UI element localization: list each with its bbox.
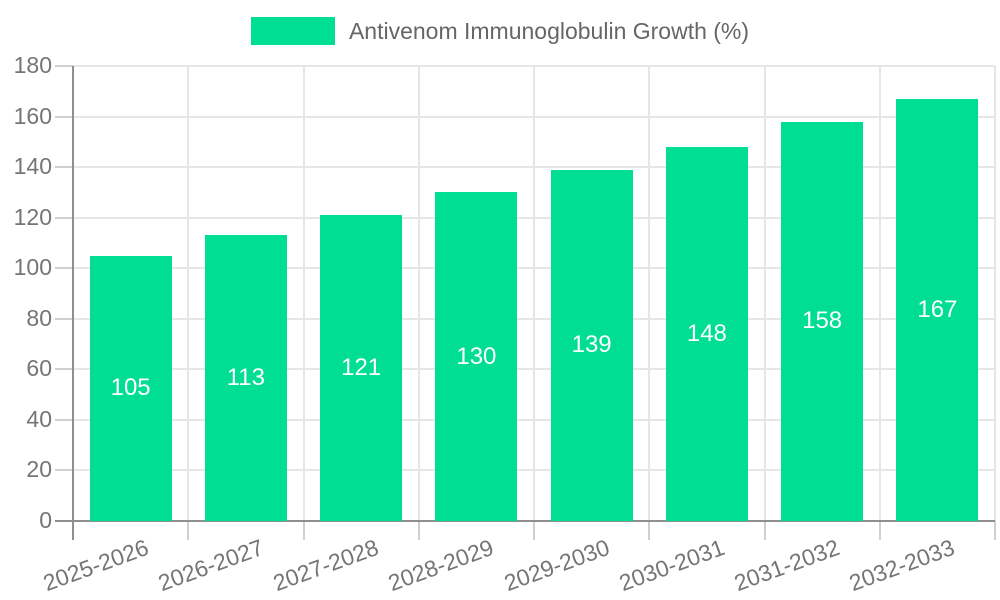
x-gridline [879,66,881,521]
x-axis-tick [187,521,189,540]
y-axis-tick [55,65,73,67]
x-gridline [418,66,420,521]
bar-value-label: 113 [226,364,265,392]
legend-swatch [250,17,335,45]
x-axis-label: 2026-2027 [154,534,267,597]
y-axis-label: 80 [26,304,52,331]
bar-2031-2032[interactable] [781,121,864,521]
x-axis-tick [533,521,535,540]
y-axis-tick [55,267,73,269]
y-axis-label: 60 [26,354,52,381]
x-gridline [533,66,535,521]
x-axis-label: 2030-2031 [615,534,728,597]
x-gridline [187,66,189,521]
x-gridline [994,66,996,521]
x-gridline [303,66,305,521]
y-axis-tick [55,469,73,471]
y-axis-label: 20 [26,455,52,482]
y-axis-label: 120 [13,203,52,230]
y-axis-label: 40 [26,405,52,432]
x-axis-label: 2028-2029 [385,534,498,597]
x-axis-tick [303,521,305,540]
y-axis-label: 140 [13,152,52,179]
x-axis-tick [994,521,996,540]
legend-label: Antivenom Immunoglobulin Growth (%) [348,17,750,44]
x-axis-label: 2025-2026 [39,534,152,597]
bar-2025-2026[interactable] [89,255,172,521]
y-axis-line [72,66,74,521]
bar-2027-2028[interactable] [320,215,403,521]
x-axis-tick [764,521,766,540]
x-axis-tick [72,521,74,540]
y-axis-label: 180 [13,51,52,78]
x-gridline [764,66,766,521]
y-axis-label: 0 [39,506,52,533]
y-axis-tick [55,116,73,118]
x-axis-label: 2031-2032 [730,534,844,597]
bar-value-label: 148 [686,319,727,347]
x-axis-tick [879,521,881,540]
y-axis-label: 160 [13,102,52,129]
bar-value-label: 139 [571,331,612,359]
bar-value-label: 158 [802,307,843,335]
x-gridline [648,66,650,521]
y-axis-tick [55,318,73,320]
bar-value-label: 130 [456,342,497,370]
x-axis-tick [418,521,420,540]
bar-2028-2029[interactable] [435,192,518,521]
y-axis-tick [55,217,73,219]
bar-2032-2033[interactable] [896,98,979,521]
legend[interactable]: Antivenom Immunoglobulin Growth (%) [0,17,1000,45]
bar-2029-2030[interactable] [550,169,633,521]
y-axis-tick [55,419,73,421]
bar-value-label: 121 [341,354,382,382]
x-axis-tick [648,521,650,540]
bar-2030-2031[interactable] [665,146,748,521]
x-axis-label: 2032-2033 [846,534,959,597]
x-axis-label: 2029-2030 [500,534,613,597]
y-axis-tick [55,166,73,168]
x-axis-line [55,520,995,522]
y-axis-label: 100 [13,253,52,280]
x-axis-label: 2027-2028 [269,534,383,597]
bar-2026-2027[interactable] [204,235,287,521]
y-axis-tick [55,368,73,370]
bar-value-label: 105 [110,374,151,402]
bar-value-label: 167 [917,295,958,323]
